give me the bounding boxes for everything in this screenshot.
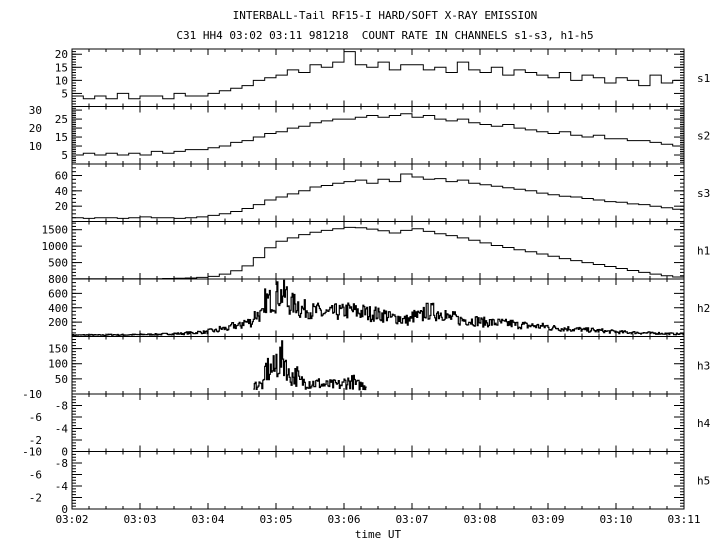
panel-s3: 20 40 60 s3: [55, 163, 710, 222]
x-tick-label: 03:10: [599, 513, 632, 526]
y-tick-label: 800: [48, 273, 68, 286]
y-tick-label: -6: [29, 411, 42, 424]
y-tick-label: 15: [55, 131, 68, 144]
panel-h3: 50 100 150 h3: [48, 336, 710, 395]
panel-frame: [71, 393, 685, 452]
x-tick-label: 03:11: [667, 513, 700, 526]
panel-s2: 5 10 15 20 25 30 s2: [29, 104, 710, 165]
y-tick-label: 10: [29, 140, 42, 153]
y-tick-label: 30: [29, 104, 42, 117]
x-tick-label: 03:07: [395, 513, 428, 526]
x-tick-label: 03:02: [55, 513, 88, 526]
x-tick-label: 03:03: [123, 513, 156, 526]
x-tick-label: 03:04: [191, 513, 224, 526]
series-line-h3: [253, 340, 367, 391]
y-tick-label: 400: [48, 302, 68, 315]
chart-title: INTERBALL-Tail RF15-I HARD/SOFT X-RAY EM…: [233, 9, 538, 22]
y-tick-label: 200: [48, 316, 68, 329]
y-tick-label: -10: [22, 388, 42, 401]
channel-label: h3: [697, 359, 710, 372]
y-tick-label: 100: [48, 358, 68, 371]
y-tick-label: 60: [55, 170, 68, 183]
y-tick-label: 5: [61, 87, 68, 100]
series-line-s2: [72, 113, 684, 156]
channel-label: h4: [697, 417, 711, 430]
channel-label: h2: [697, 302, 710, 315]
x-tick-label: 03:06: [327, 513, 360, 526]
panel-frame: [71, 451, 685, 510]
y-tick-label: -6: [29, 469, 42, 482]
y-tick-label: -2: [29, 492, 42, 505]
panel-h4: 0 -2 -4 -6 -8 -10 h4: [22, 388, 710, 459]
y-tick-label: 25: [55, 113, 68, 126]
y-tick-label: 40: [55, 185, 68, 198]
y-tick-label: -10: [22, 446, 42, 459]
y-tick-label: 15: [55, 61, 68, 74]
y-tick-label: 150: [48, 343, 68, 356]
y-tick-label: 50: [55, 373, 68, 386]
y-tick-label: -4: [55, 480, 69, 493]
y-tick-label: -8: [55, 457, 68, 470]
panel-h1: 500 1000 1500 h1: [42, 221, 710, 280]
channel-label: s2: [697, 129, 710, 142]
x-axis-label: time UT: [355, 528, 402, 541]
channel-label: s1: [697, 72, 710, 85]
channel-label: h1: [697, 244, 710, 257]
series-line-s1: [72, 51, 684, 100]
y-tick-label: 20: [55, 200, 68, 213]
panel-frame: [71, 336, 685, 395]
y-tick-label: 500: [48, 257, 68, 270]
y-tick-label: 5: [61, 149, 68, 162]
y-tick-label: 0: [61, 446, 68, 459]
panel-frame: [71, 48, 685, 107]
y-tick-label: -8: [55, 400, 68, 413]
chart-subtitle: C31 HH4 03:02 03:11 981218 COUNT RATE IN…: [176, 29, 593, 42]
y-tick-label: 1000: [42, 240, 69, 253]
channel-label: s3: [697, 187, 710, 200]
x-tick-label: 03:09: [531, 513, 564, 526]
channel-label: h5: [697, 474, 710, 487]
y-tick-label: 600: [48, 287, 68, 300]
panel-frame: [71, 163, 685, 222]
y-tick-label: 20: [29, 122, 42, 135]
series-line-s3: [72, 173, 684, 219]
y-tick-label: -2: [29, 434, 42, 447]
x-tick-label: 03:08: [463, 513, 496, 526]
y-tick-label: 20: [55, 48, 68, 61]
y-tick-label: -4: [55, 423, 69, 436]
y-tick-label: 1500: [42, 224, 69, 237]
y-tick-label: 10: [55, 74, 68, 87]
x-tick-label: 03:05: [259, 513, 292, 526]
y-tick-label: 0: [61, 503, 68, 516]
series-line-h2: [72, 279, 684, 337]
series-line-h1: [72, 226, 684, 280]
panel-h5: 0 -2 -4 -6 -8 -10 h5: [22, 446, 710, 517]
